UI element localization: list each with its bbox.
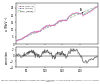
Exp. (other) — [43, 27, 44, 28]
Exp. (other) — [90, 11, 91, 12]
Exp. (other) — [15, 41, 17, 42]
Exp. (RIPL-3) — [88, 11, 90, 12]
Exp. (RIPL-3) — [35, 32, 36, 33]
Exp. (other) — [75, 12, 76, 13]
Exp. (RIPL-3) — [97, 7, 98, 8]
Exp. (other) — [69, 16, 70, 17]
Calc. (FRLD) — [97, 6, 98, 7]
Exp. (other) — [35, 32, 37, 33]
Line: Exp. (RIPL-3): Exp. (RIPL-3) — [16, 7, 98, 41]
Calc. (FRLD) — [68, 17, 69, 18]
Text: Pb: Pb — [80, 8, 83, 13]
Y-axis label: correction: correction — [5, 50, 9, 64]
Legend: Exp. (RIPL-3), Exp. (other), Calc. (FRLD): Exp. (RIPL-3), Exp. (other), Calc. (FRLD… — [17, 4, 35, 12]
Line: Calc. (FRLD): Calc. (FRLD) — [16, 6, 98, 41]
Text: Figure 23: Correlated variations of level density parameter a (top panel) and la: Figure 23: Correlated variations of leve… — [1, 79, 99, 82]
Exp. (RIPL-3) — [42, 28, 44, 29]
Exp. (RIPL-3) — [68, 16, 69, 17]
Line: Exp. (other): Exp. (other) — [16, 6, 98, 41]
Exp. (RIPL-3) — [15, 40, 17, 41]
Y-axis label: a (MeV⁻¹): a (MeV⁻¹) — [5, 17, 9, 31]
Calc. (FRLD) — [75, 13, 76, 14]
Exp. (other) — [97, 6, 98, 7]
Exp. (other) — [67, 19, 68, 20]
Exp. (other) — [16, 41, 17, 42]
Calc. (FRLD) — [66, 19, 67, 20]
Calc. (FRLD) — [42, 28, 44, 29]
Exp. (RIPL-3) — [66, 20, 67, 21]
Calc. (FRLD) — [35, 32, 36, 33]
Exp. (RIPL-3) — [75, 12, 76, 13]
Calc. (FRLD) — [15, 40, 17, 41]
Calc. (FRLD) — [88, 11, 90, 12]
